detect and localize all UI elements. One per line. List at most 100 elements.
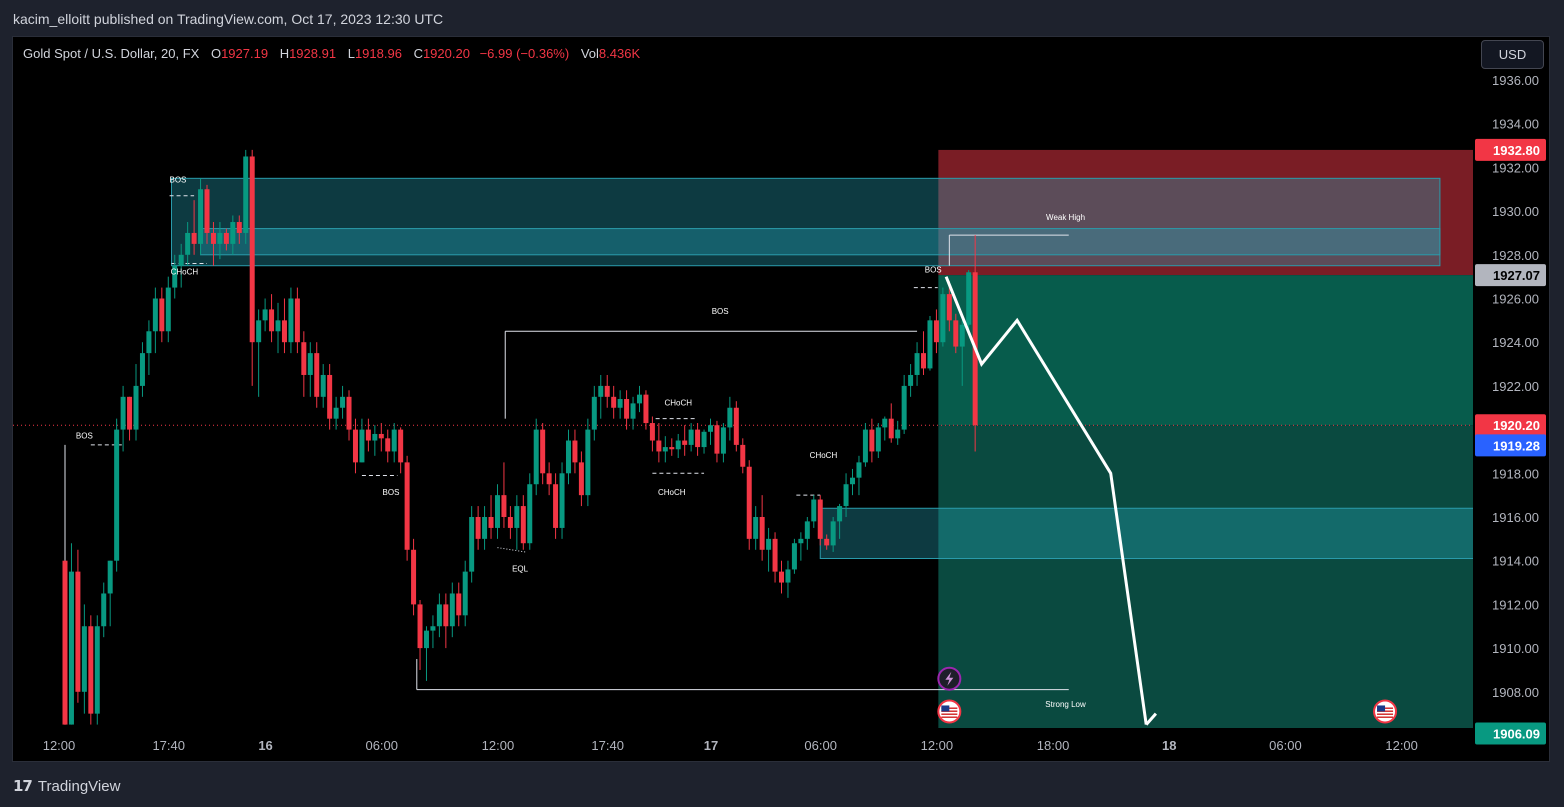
y-axis-tick: 1932.00 [1492, 160, 1539, 175]
candle-body [443, 604, 449, 627]
footer-brand[interactable]: 17 TradingView [13, 776, 120, 796]
candle-body [953, 320, 959, 347]
price-tag [1475, 264, 1546, 287]
candle-body [262, 309, 268, 321]
candle-body [469, 517, 475, 572]
candle-body [966, 272, 972, 325]
candle-body [411, 549, 417, 605]
candle-body [843, 484, 849, 507]
low-label: L [347, 46, 355, 61]
candle-body [540, 429, 546, 474]
candle-body [766, 538, 772, 550]
vol-label: Vol [580, 46, 599, 61]
candle-body [456, 593, 462, 616]
y-axis-tick: 1908.00 [1492, 685, 1539, 700]
candle-body [779, 571, 785, 583]
candle-body [746, 466, 752, 539]
candle-body [139, 353, 145, 386]
candle-body [888, 418, 894, 439]
candle-body [475, 517, 481, 539]
candle-body [572, 440, 578, 463]
take-profit-zone-active [938, 275, 1473, 426]
candle-body [553, 484, 559, 528]
candle-body [436, 604, 442, 627]
close-label: C [413, 46, 423, 61]
candle-body [430, 626, 436, 631]
candle-body [733, 407, 739, 445]
candle-body [146, 331, 152, 354]
candle-body [488, 517, 494, 528]
candle-body [740, 444, 746, 467]
symbol-name[interactable]: Gold Spot / U.S. Dollar, 20, FX [23, 46, 200, 61]
candle-body [908, 374, 914, 386]
candle-body [882, 418, 888, 428]
annotation-label: CHoCH [664, 399, 692, 408]
candle-body [88, 626, 94, 714]
candle-body [682, 440, 688, 445]
candle-body [688, 429, 694, 445]
candle-body [804, 521, 810, 539]
y-axis-tick: 1930.00 [1492, 204, 1539, 219]
flag-stripe [1377, 716, 1394, 718]
currency-button[interactable]: USD [1481, 40, 1544, 69]
candle-body [708, 425, 713, 432]
flag-canton [941, 705, 950, 712]
annotation-label: Strong Low [1045, 700, 1086, 709]
candle-body [391, 429, 397, 452]
candle-body [856, 462, 862, 478]
candle-body [269, 309, 275, 332]
candle-body [378, 433, 384, 439]
flag-stripe [1377, 713, 1394, 715]
y-axis-tick: 1910.00 [1492, 641, 1539, 656]
candle-body [217, 232, 223, 244]
candle-body [772, 538, 778, 572]
take-profit-zone [938, 425, 1473, 728]
change-value: −6.99 (−0.36%) [479, 46, 570, 61]
supply-demand-zone [200, 228, 1441, 256]
candle-body [946, 294, 952, 321]
candle-body [417, 604, 423, 649]
candle-body [824, 538, 830, 546]
candle-body [624, 399, 630, 419]
brand-name: TradingView [37, 777, 121, 795]
annotation-label: BOS [170, 176, 187, 185]
candle-body [862, 429, 868, 463]
candle-body [701, 431, 707, 448]
candle-body [127, 396, 133, 430]
candle-body [178, 254, 184, 266]
low-value: 1918.96 [354, 46, 402, 61]
candle-body [243, 156, 249, 233]
x-axis-tick: 12:00 [921, 738, 954, 753]
candle-body [753, 517, 759, 539]
price-tag [1475, 434, 1546, 457]
candle-body [611, 396, 617, 408]
candle-body [288, 298, 294, 343]
candle-body [449, 593, 455, 627]
candle-body [152, 298, 158, 332]
price-tag-label: 1932.80 [1493, 143, 1540, 158]
annotation-label: EQL [512, 565, 529, 574]
annotation-label: Weak High [1046, 213, 1085, 222]
candle-body [333, 407, 339, 419]
x-axis-tick: 17:40 [152, 738, 185, 753]
candle-body [423, 630, 429, 649]
candle-body [662, 447, 668, 452]
candle-body [482, 517, 488, 539]
candle-body [933, 320, 939, 343]
tradingview-logo-icon: 17 [13, 777, 33, 795]
candle-body [921, 353, 927, 369]
candle-body [527, 484, 533, 544]
publisher-text: kacim_elloitt published on TradingView.c… [13, 11, 444, 27]
candle-body [365, 429, 371, 441]
price-tag [1475, 138, 1546, 161]
candle-body [578, 462, 584, 496]
candle-body [172, 265, 178, 288]
candle-body [62, 560, 68, 725]
candle-body [398, 429, 404, 463]
candle-body [320, 374, 326, 397]
annotation-label: CHoCH [810, 451, 838, 460]
candle-body [559, 473, 565, 528]
symbol-legend[interactable]: Gold Spot / U.S. Dollar, 20, FX O1927.19… [23, 46, 640, 61]
candle-body [585, 429, 591, 496]
